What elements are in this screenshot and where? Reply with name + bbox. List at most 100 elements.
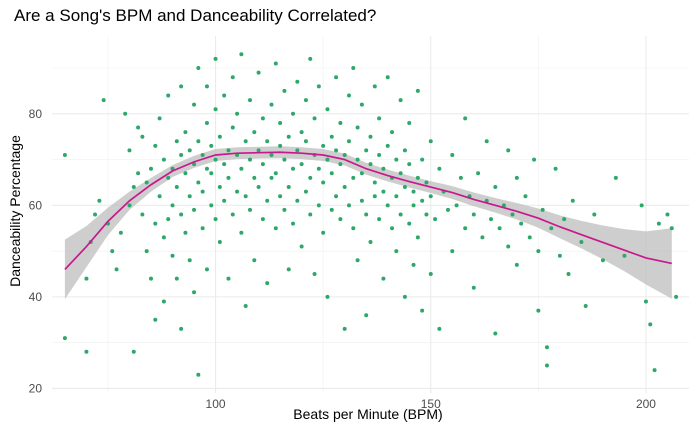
chart-title: Are a Song's BPM and Danceability Correl… xyxy=(14,6,377,25)
y-tick-label: 80 xyxy=(29,107,43,121)
data-point xyxy=(269,102,274,107)
data-point xyxy=(136,171,141,176)
data-point xyxy=(222,162,227,167)
data-point xyxy=(364,313,369,318)
data-point xyxy=(114,267,119,272)
data-point xyxy=(613,175,618,180)
y-axis-ticks: 20 40 60 80 xyxy=(29,107,43,396)
data-point xyxy=(377,217,382,222)
data-point xyxy=(656,221,661,226)
data-point xyxy=(433,217,438,222)
data-point xyxy=(312,116,317,121)
data-point xyxy=(540,207,545,212)
data-point xyxy=(359,171,364,176)
data-point xyxy=(174,185,179,190)
data-point xyxy=(93,212,98,217)
data-point xyxy=(243,194,248,199)
data-point xyxy=(390,130,395,135)
data-point xyxy=(295,148,300,153)
data-point xyxy=(256,70,261,75)
data-point xyxy=(243,139,248,144)
data-point xyxy=(329,207,334,212)
data-point xyxy=(351,175,356,180)
data-point xyxy=(239,166,244,171)
data-point xyxy=(364,212,369,217)
data-point xyxy=(299,162,304,167)
data-point xyxy=(157,194,162,199)
data-point xyxy=(84,349,89,354)
data-point xyxy=(570,198,575,203)
data-point xyxy=(213,107,218,112)
x-tick-label: 100 xyxy=(206,397,226,411)
data-point xyxy=(381,166,386,171)
data-point xyxy=(278,194,283,199)
data-point xyxy=(445,207,450,212)
data-point xyxy=(377,153,382,157)
data-point xyxy=(424,212,429,217)
data-point xyxy=(273,226,278,231)
data-point xyxy=(428,194,433,199)
data-point xyxy=(222,93,227,98)
data-point xyxy=(187,148,192,153)
data-point xyxy=(282,88,287,93)
data-point xyxy=(308,212,313,217)
data-point xyxy=(62,336,67,341)
data-point xyxy=(312,272,317,276)
trend-line-path xyxy=(64,151,672,271)
data-point xyxy=(364,148,369,153)
data-point xyxy=(454,203,459,208)
data-point xyxy=(127,148,132,153)
data-point xyxy=(260,116,265,121)
data-point xyxy=(226,175,231,180)
data-point xyxy=(450,153,455,157)
data-point xyxy=(437,326,442,331)
data-point xyxy=(84,276,89,281)
data-point xyxy=(153,221,158,226)
data-point xyxy=(269,175,274,180)
data-point xyxy=(183,171,188,176)
data-point xyxy=(278,120,283,125)
data-point xyxy=(463,226,468,231)
data-point xyxy=(278,143,283,148)
data-point xyxy=(394,194,399,199)
data-point xyxy=(390,226,395,231)
data-point xyxy=(385,75,390,80)
data-point xyxy=(420,308,425,313)
data-point xyxy=(153,143,158,148)
data-point xyxy=(669,226,674,231)
data-point xyxy=(489,217,494,222)
data-point xyxy=(372,194,377,199)
data-point xyxy=(265,139,270,144)
data-point xyxy=(282,207,287,212)
data-point xyxy=(316,166,321,171)
data-point xyxy=(411,203,416,208)
data-point xyxy=(209,171,214,176)
data-point xyxy=(484,198,489,203)
data-point xyxy=(372,84,377,89)
data-point xyxy=(209,203,214,208)
data-point xyxy=(398,171,403,176)
data-point xyxy=(316,84,321,89)
data-point xyxy=(643,299,648,304)
data-point xyxy=(196,180,201,185)
data-point xyxy=(557,253,562,258)
data-point xyxy=(273,171,278,176)
data-point xyxy=(118,230,123,235)
data-point xyxy=(338,162,343,167)
data-point xyxy=(342,326,347,331)
data-point xyxy=(161,235,166,240)
data-point xyxy=(600,258,605,263)
data-point xyxy=(273,61,278,66)
data-point xyxy=(286,134,291,139)
data-point xyxy=(321,180,326,185)
data-point xyxy=(420,157,425,162)
y-tick-label: 20 xyxy=(29,381,43,395)
data-point xyxy=(579,239,584,244)
data-point xyxy=(527,235,532,240)
data-point xyxy=(192,207,197,212)
data-point xyxy=(166,93,171,98)
data-point xyxy=(260,162,265,167)
data-point xyxy=(144,180,149,185)
data-point xyxy=(334,194,339,199)
data-point xyxy=(179,153,184,157)
